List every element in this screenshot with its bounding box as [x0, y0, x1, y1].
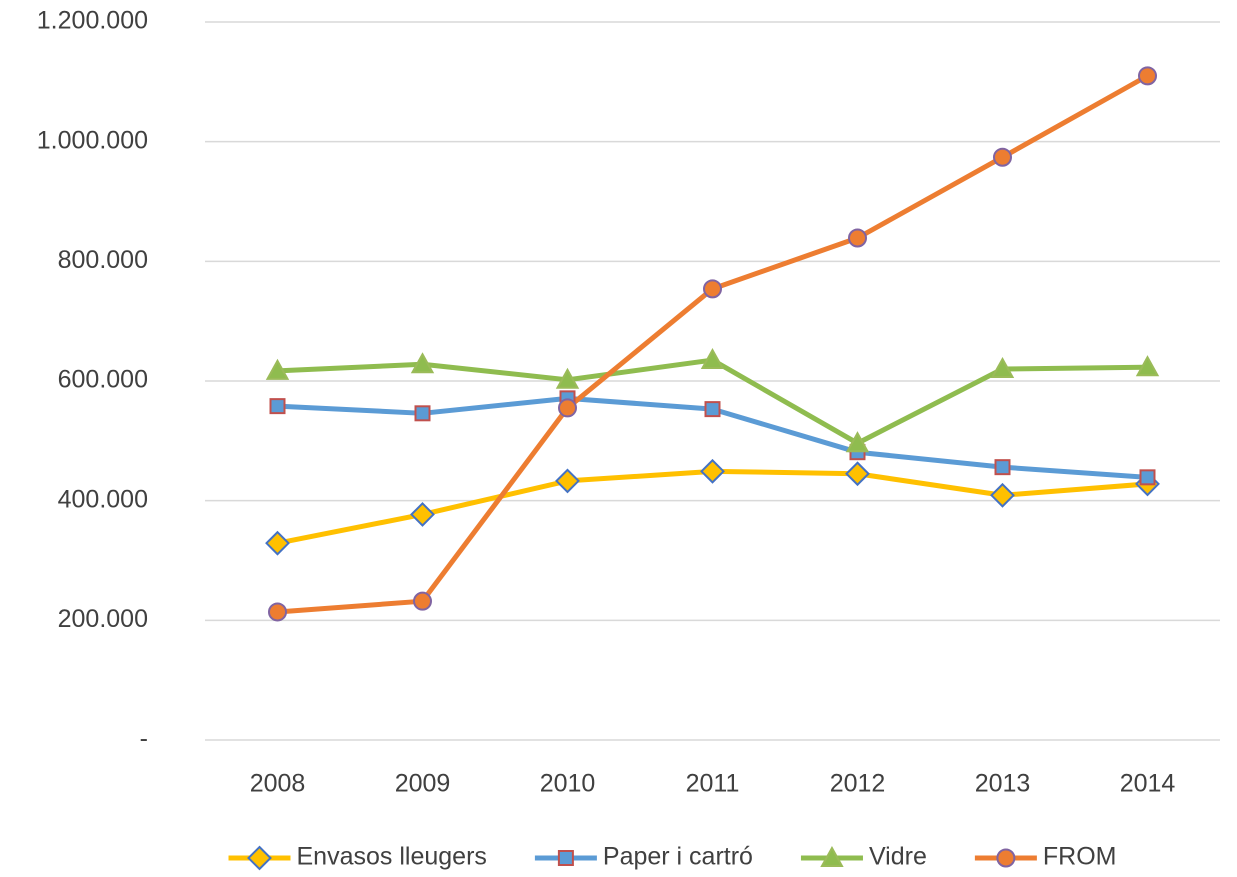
y-tick-label: 200.000 [58, 605, 148, 633]
data-marker [410, 502, 435, 527]
data-marker [265, 530, 290, 556]
data-marker [845, 431, 870, 453]
data-marker [703, 279, 722, 299]
y-tick-label: 400.000 [58, 485, 148, 513]
data-marker [700, 347, 725, 370]
data-marker [410, 352, 435, 374]
data-marker [848, 228, 867, 248]
data-marker [845, 461, 870, 487]
legend-marker [247, 845, 272, 871]
x-tick-label: 2011 [686, 770, 740, 798]
data-marker [555, 468, 580, 494]
data-marker [414, 405, 431, 422]
data-marker [1139, 469, 1156, 486]
data-marker [990, 482, 1015, 508]
data-marker [265, 358, 290, 380]
data-marker [990, 356, 1015, 379]
legend-label: Vidre [869, 843, 927, 871]
y-tick-label: 800.000 [58, 246, 148, 274]
x-tick-label: 2013 [975, 770, 1031, 798]
x-tick-label: 2008 [250, 770, 306, 798]
legend-marker [996, 848, 1016, 868]
legend-label: Envasos lleugers [297, 843, 487, 871]
legend-marker [557, 850, 574, 866]
x-tick-label: 2010 [540, 770, 596, 798]
data-marker [555, 367, 580, 389]
legend-label: Paper i cartró [603, 843, 753, 871]
data-marker [704, 401, 721, 418]
data-marker [994, 459, 1011, 476]
x-tick-label: 2012 [830, 770, 886, 798]
legend: Envasos lleugers Paper i cartró Vidre FROM [228, 843, 1117, 871]
data-marker [1138, 66, 1157, 86]
y-tick-label: 1.200.000 [37, 7, 148, 35]
y-tick-label: 600.000 [58, 366, 148, 394]
data-marker [269, 398, 286, 415]
x-tick-label: 2014 [1120, 770, 1176, 798]
x-tick-label: 2009 [395, 770, 451, 798]
legend-marker [820, 845, 844, 867]
data-marker [1135, 355, 1160, 377]
y-tick-label: 1.000.000 [37, 126, 148, 154]
data-marker [700, 458, 725, 484]
y-tick-label: - [140, 725, 148, 753]
data-marker [558, 398, 577, 418]
data-marker [413, 591, 432, 611]
data-marker [268, 602, 287, 622]
data-marker [993, 147, 1012, 167]
series-line [277, 73, 1149, 615]
legend-label: FROM [1043, 843, 1117, 871]
